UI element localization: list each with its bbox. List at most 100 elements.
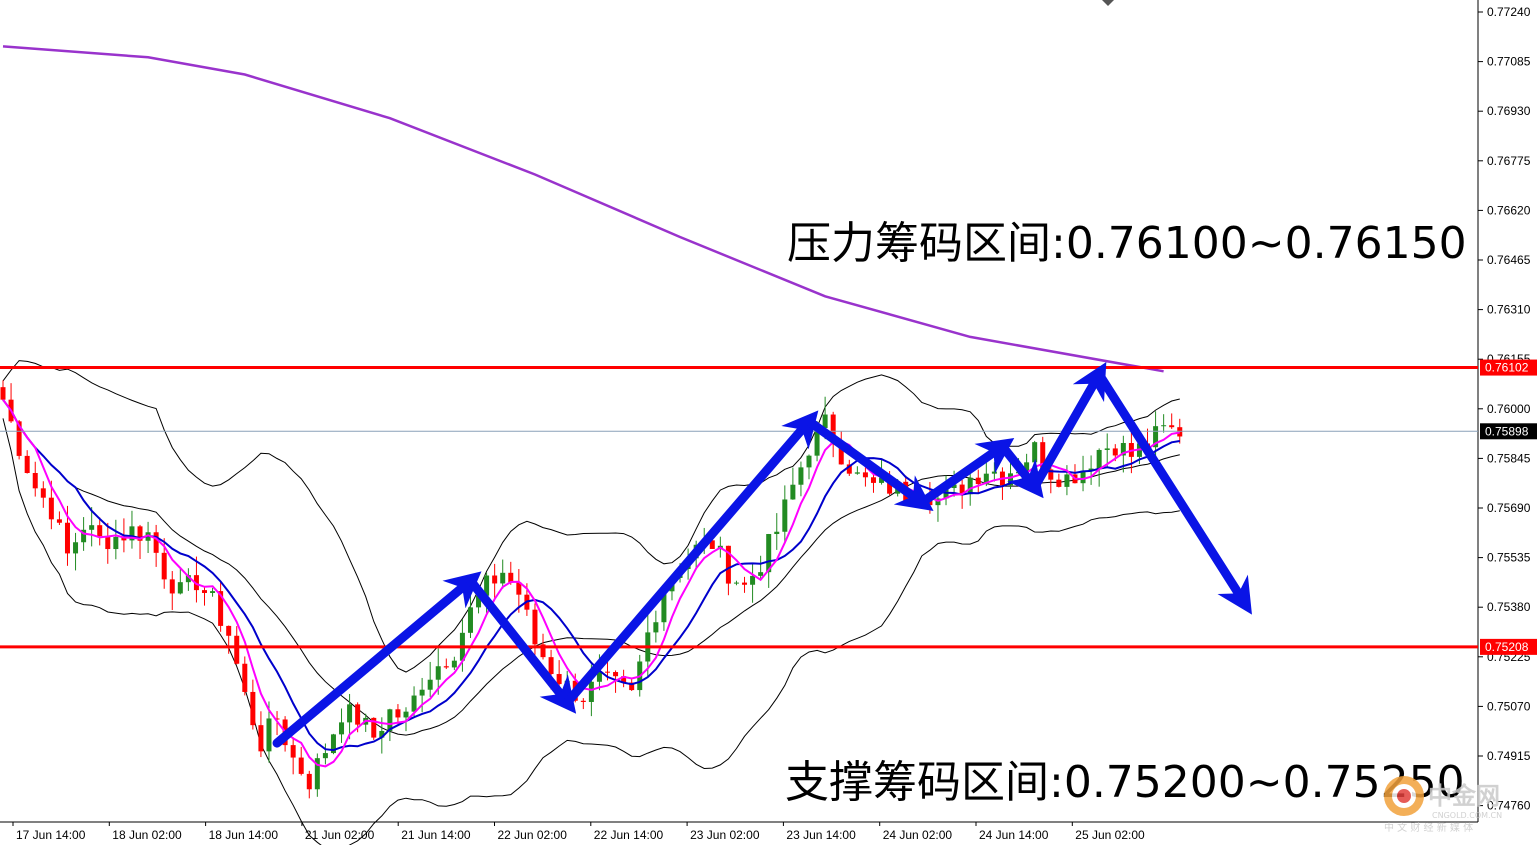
- long-ma-line: [2, 45, 1164, 373]
- candle: [427, 661, 433, 697]
- trend-arrow: [272, 571, 482, 748]
- price-level-tag: [1480, 638, 1537, 655]
- candle: [991, 462, 997, 482]
- candle: [290, 737, 296, 775]
- trend-arrow: [917, 438, 1015, 508]
- price-tick-label: 0.76620: [1487, 203, 1531, 217]
- candle: [508, 561, 514, 585]
- price-level-tag-label: 0.75208: [1485, 640, 1529, 654]
- watermark-domain: CNGOLD.COM.CN: [1432, 811, 1502, 820]
- candle: [8, 383, 14, 423]
- candle: [193, 556, 199, 603]
- candle: [97, 517, 103, 546]
- time-tick-label: 25 Jun 02:00: [1075, 828, 1145, 842]
- candle: [314, 753, 320, 797]
- candle: [258, 711, 264, 758]
- candle: [774, 513, 780, 550]
- ma-fast-line: [2, 399, 1180, 768]
- candle: [129, 510, 135, 549]
- candle: [298, 746, 304, 776]
- candle: [1169, 413, 1175, 429]
- candle: [56, 511, 62, 525]
- price-tick-label: 0.76310: [1487, 303, 1531, 317]
- candle: [492, 563, 498, 599]
- watermark: 中金网 CNGOLD.COM.CN 中 文 财 经 新 媒 体: [1384, 776, 1502, 834]
- candle: [73, 532, 79, 571]
- price-tick-label: 0.77085: [1487, 55, 1531, 69]
- candle: [0, 380, 6, 402]
- candle: [24, 450, 30, 474]
- price-tick-label: 0.77240: [1487, 5, 1531, 19]
- candle: [975, 469, 981, 493]
- candle: [653, 610, 659, 643]
- candle: [846, 459, 852, 476]
- price-tick-label: 0.74915: [1487, 749, 1531, 763]
- current-price-tag: [1480, 423, 1537, 440]
- time-tick-label: 24 Jun 14:00: [979, 828, 1049, 842]
- candle: [113, 519, 119, 560]
- candle: [798, 461, 804, 497]
- time-tick-label: 23 Jun 14:00: [786, 828, 856, 842]
- time-tick-label: 21 Jun 14:00: [401, 828, 471, 842]
- price-tick-label: 0.74760: [1487, 799, 1531, 813]
- candle: [580, 698, 586, 710]
- trend-arrow: [1094, 369, 1252, 615]
- price-tick-label: 0.76000: [1487, 402, 1531, 416]
- candle: [306, 770, 312, 799]
- trend-arrow: [1030, 361, 1107, 492]
- candle: [137, 524, 143, 559]
- price-axis: 0.77240 0.77085 0.76930 0.76775 0.76620 0.764…: [1478, 5, 1537, 813]
- candle: [1096, 448, 1102, 487]
- time-tick-label: 21 Jun 02:00: [305, 828, 375, 842]
- chart-shift-icon: [1102, 0, 1114, 6]
- time-tick-label: 18 Jun 14:00: [209, 828, 279, 842]
- candle: [790, 467, 796, 500]
- time-tick-label: 18 Jun 02:00: [112, 828, 182, 842]
- candle: [210, 587, 216, 597]
- candle: [274, 711, 280, 736]
- candle: [322, 743, 328, 765]
- price-tick-label: 0.75070: [1487, 699, 1531, 713]
- candle: [806, 454, 812, 480]
- trend-arrow: [562, 410, 819, 707]
- candle: [32, 461, 38, 497]
- candle: [419, 677, 425, 713]
- candle: [153, 524, 159, 567]
- bollinger-upper-line: [2, 360, 1180, 673]
- candle: [89, 507, 95, 547]
- candle: [347, 693, 353, 740]
- candle: [742, 576, 748, 593]
- candle: [185, 568, 191, 591]
- price-tick-label: 0.75380: [1487, 600, 1531, 614]
- candle: [443, 658, 449, 670]
- candle: [516, 569, 522, 613]
- candle: [999, 467, 1005, 500]
- candle: [1056, 473, 1062, 488]
- candle: [1161, 414, 1167, 433]
- resistance-annotation: 压力筹码区间:0.76100~0.76150: [787, 218, 1467, 269]
- candle: [621, 669, 627, 688]
- candle: [451, 656, 457, 670]
- candle: [733, 580, 739, 586]
- plot-area: [0, 0, 1479, 823]
- trend-arrow: [465, 576, 577, 714]
- time-tick-label: 17 Jun 14:00: [16, 828, 86, 842]
- price-level-tag-label: 0.76102: [1485, 361, 1529, 375]
- candle: [105, 522, 111, 564]
- candle: [145, 521, 151, 553]
- bollinger-lower-line: [2, 418, 1180, 845]
- candle: [467, 589, 473, 639]
- moving-averages: [2, 399, 1180, 768]
- time-tick-label: 22 Jun 14:00: [594, 828, 664, 842]
- candle: [564, 670, 570, 696]
- candle: [48, 480, 54, 530]
- candle: [854, 466, 860, 475]
- watermark-name: 中金网: [1428, 782, 1500, 810]
- candle: [782, 485, 788, 543]
- price-tick-label: 0.75690: [1487, 501, 1531, 515]
- price-tick-label: 0.76775: [1487, 154, 1531, 168]
- candle: [1080, 455, 1086, 492]
- time-tick-label: 23 Jun 02:00: [690, 828, 760, 842]
- candle: [177, 568, 183, 595]
